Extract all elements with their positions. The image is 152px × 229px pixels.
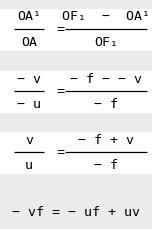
Text: − f + v: − f + v — [78, 133, 134, 146]
Text: − f − − v: − f − − v — [70, 72, 142, 85]
Text: =: = — [57, 145, 65, 158]
Text: u: u — [25, 159, 33, 172]
FancyBboxPatch shape — [0, 132, 152, 174]
Text: =: = — [57, 23, 65, 36]
FancyBboxPatch shape — [0, 10, 152, 52]
Text: OA: OA — [21, 36, 37, 49]
Text: v: v — [25, 133, 33, 146]
Text: − v: − v — [17, 72, 41, 85]
Text: OF₁  −  OA¹: OF₁ − OA¹ — [62, 10, 150, 23]
Text: − f: − f — [94, 98, 118, 111]
FancyBboxPatch shape — [0, 71, 152, 114]
Text: − u: − u — [17, 98, 41, 111]
Text: OA¹: OA¹ — [17, 10, 41, 23]
Text: OF₁: OF₁ — [94, 36, 118, 49]
Text: − f: − f — [94, 159, 118, 172]
Text: =: = — [57, 85, 65, 98]
Text: − vf = − uf + uv: − vf = − uf + uv — [12, 205, 140, 218]
